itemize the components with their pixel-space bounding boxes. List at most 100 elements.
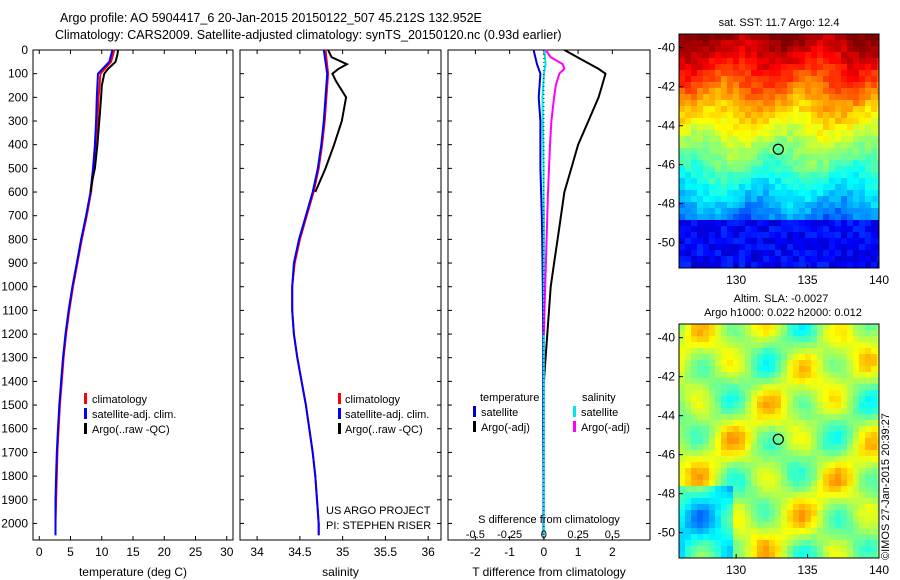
map-cell [817,166,824,173]
map-cell [871,444,878,451]
map-cell [769,262,776,269]
map-cell [823,196,830,203]
map-cell [733,408,740,415]
map-cell [751,148,758,155]
map-cell [871,492,878,499]
map-cell [871,244,878,251]
map-cell [709,64,716,71]
map-cell [727,426,734,433]
map-cell [751,46,758,53]
map-cell [739,82,746,89]
map-cell [745,330,752,337]
map-cell [787,154,794,161]
map-cell [745,232,752,239]
map-cell [853,106,860,113]
map-cell [721,462,728,469]
map-cell [847,106,854,113]
map-cell [793,196,800,203]
map-cell [847,372,854,379]
map-cell [853,202,860,209]
map-cell [739,504,746,511]
map-cell [817,52,824,59]
map-cell [865,154,872,161]
map-cell [823,450,830,457]
map-cell [865,438,872,445]
map-cell [859,178,866,185]
map-cell [745,118,752,125]
map-cell [871,82,878,89]
map-cell [793,112,800,119]
map-cell [727,118,734,125]
map-cell [751,64,758,71]
map-cell [763,202,770,209]
map-cell [787,106,794,113]
map-cell [805,40,812,47]
map-cell [757,76,764,83]
map-cell [781,220,788,227]
map-cell [823,112,830,119]
map-cell [835,420,842,427]
map-cell [727,378,734,385]
map-cell [847,378,854,385]
map-cell [817,58,824,65]
map-cell [865,142,872,149]
map-cell [847,534,854,541]
map-cell [817,480,824,487]
map-cell [859,190,866,197]
map-cell [853,238,860,245]
map-cell [715,450,722,457]
map-cell [805,366,812,373]
y-tick-label: 1200 [1,327,28,341]
map-cell [709,70,716,77]
map-cell [847,354,854,361]
map-cell [727,504,734,511]
map-cell [877,414,880,421]
map-cell [775,202,782,209]
map-cell [763,414,770,421]
map-cell [763,262,770,269]
map-cell [805,474,812,481]
map-cell [739,444,746,451]
map-cell [835,546,842,553]
map-cell [745,432,752,439]
x-tick-label: 15 [126,545,140,559]
map-cell [751,112,758,119]
map-cell [757,238,764,245]
map-cell [733,40,740,47]
map-cell [865,402,872,409]
map-cell [709,474,716,481]
map-cell [691,58,698,65]
map-cell [847,510,854,517]
map-cell [727,396,734,403]
map-cell [799,160,806,167]
map-cell [817,106,824,113]
map-cell [859,58,866,65]
map-cell [727,88,734,95]
map-cell [853,160,860,167]
map-cell [679,238,686,245]
map-cell [811,238,818,245]
map-cell [841,360,848,367]
x-tick-label: -2 [470,545,481,559]
map-cell [697,232,704,239]
map-cell [877,118,880,125]
map-cell [685,492,692,499]
argo-position-marker [772,433,784,445]
map-cell [733,360,740,367]
map-cell [727,522,734,529]
map-cell [823,232,830,239]
y-tick-label: -42 [658,370,676,384]
map-cell [793,76,800,83]
map-cell [679,82,686,89]
map-cell [859,504,866,511]
map-cell [745,100,752,107]
map-cell [715,190,722,197]
map-cell [841,142,848,149]
map-cell [709,256,716,263]
map-cell [877,516,880,523]
map-cell [751,202,758,209]
map-cell [775,456,782,463]
map-cell [859,88,866,95]
map-cell [721,208,728,215]
map-cell [697,250,704,257]
